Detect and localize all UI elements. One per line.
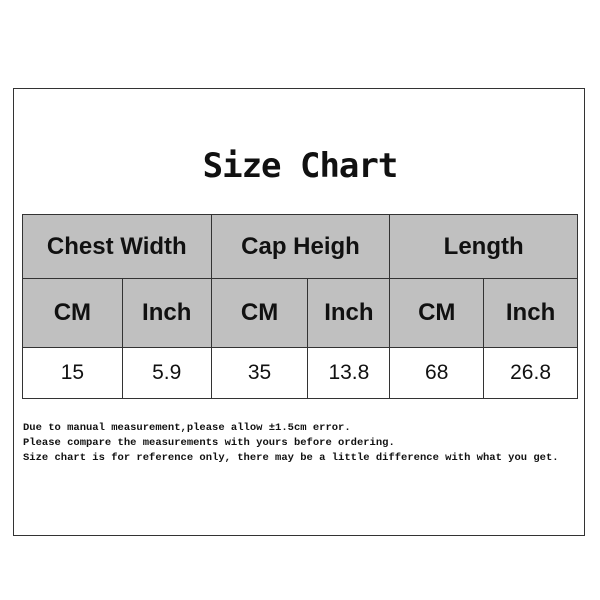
notes: Due to manual measurement,please allow ±…: [23, 421, 559, 466]
unit-cell: Inch: [483, 278, 578, 348]
table-header-unit-row: CM Inch CM Inch CM Inch: [22, 278, 578, 348]
page-title: Size Chart: [202, 146, 399, 186]
note-line: Due to manual measurement,please allow ±…: [23, 422, 351, 434]
unit-cell: Inch: [307, 278, 391, 348]
header-length: Length: [389, 214, 578, 279]
value-cell: 5.9: [121, 347, 212, 399]
table-header-group-row: Chest Width Cap Heigh Length: [22, 214, 578, 279]
value-cell: 26.8: [483, 347, 578, 399]
value-cell: 13.8: [307, 347, 391, 399]
table-row: 15 5.9 35 13.8 68 26.8: [22, 347, 578, 399]
size-table: Chest Width Cap Heigh Length CM Inch CM …: [22, 214, 578, 399]
value-cell: 15: [22, 347, 123, 399]
unit-cell: CM: [22, 278, 123, 348]
note-line: Size chart is for reference only, there …: [23, 452, 559, 464]
value-cell: 68: [389, 347, 485, 399]
value-cell: 35: [210, 347, 309, 399]
header-cap-height: Cap Heigh: [210, 214, 391, 279]
unit-cell: CM: [210, 278, 309, 348]
chart-frame: [13, 88, 585, 536]
header-chest-width: Chest Width: [22, 214, 212, 279]
unit-cell: CM: [389, 278, 485, 348]
note-line: Please compare the measurements with you…: [23, 437, 395, 449]
unit-cell: Inch: [121, 278, 212, 348]
